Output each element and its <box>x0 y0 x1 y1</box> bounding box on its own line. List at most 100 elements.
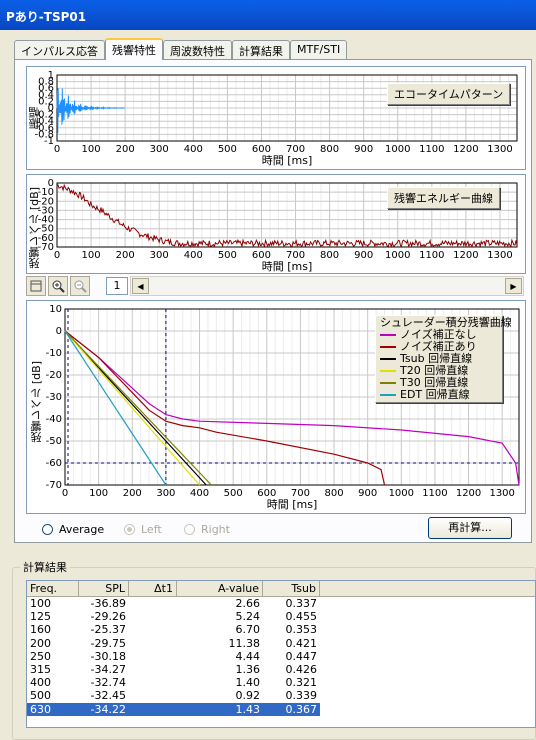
table-row[interactable]: 250 -30.18 4.44 0.447 <box>27 650 535 663</box>
legend-item: T20 回帰直線 <box>380 365 498 377</box>
legend-swatch <box>380 334 396 336</box>
table-row[interactable]: 630 -34.22 1.43 0.367 <box>27 702 535 716</box>
x-tick-label: 1000 <box>385 144 410 155</box>
x-tick-label: 0 <box>62 488 68 499</box>
cell-a-value: 4.44 <box>235 649 261 663</box>
y-tick-label: -50 <box>38 224 54 235</box>
radio-average-dot[interactable] <box>42 524 53 535</box>
x-tick-label: 0 <box>54 250 60 261</box>
y-tick-label: -40 <box>38 215 54 226</box>
legend-label: ノイズ補正なし <box>400 328 477 341</box>
zoom-out-button[interactable] <box>70 276 90 296</box>
x-tick-label: 600 <box>257 488 276 499</box>
column-header-a-value[interactable]: A-value <box>177 581 263 596</box>
x-tick-label: 200 <box>116 144 135 155</box>
legend-swatch <box>380 394 396 396</box>
legend-swatch <box>380 370 396 372</box>
cell-a-value: 1.36 <box>235 662 261 676</box>
y-tick-label: 0 <box>48 178 54 189</box>
radio-right-dot[interactable] <box>184 524 195 535</box>
schroeder-plot: 0 100 200 300 400 500 600 700 800 900 1000 1100 1200… <box>26 300 526 514</box>
cell-a-value: 11.38 <box>228 636 261 650</box>
y-tick-label: 0.8 <box>38 77 54 88</box>
tab-frequency[interactable]: 周波数特性 <box>163 40 232 60</box>
cell-freq: 200 <box>30 636 51 650</box>
y-tick-label: -60 <box>38 233 54 244</box>
x-tick-label: 800 <box>320 144 339 155</box>
cell-spl: -30.18 <box>90 649 126 663</box>
radio-right-label: Right <box>201 523 230 536</box>
tab-reverberation[interactable]: 残響特性 <box>105 38 163 60</box>
horizontal-scrollbar[interactable]: ◀ ▶ <box>130 276 524 296</box>
table-row[interactable]: 500 -32.45 0.92 0.339 <box>27 689 535 702</box>
cell-freq: 125 <box>30 610 51 624</box>
energy-decay-chart: 0 100 200 300 400 500 600 700 800 900 1000 1100 1200… <box>38 178 518 273</box>
cell-spl: -36.89 <box>90 597 126 610</box>
legend-label: EDT 回帰直線 <box>400 388 470 401</box>
schroeder-y-axis-title: 残響レベル [dB] <box>30 361 43 443</box>
y-tick-label: -1 <box>44 136 54 147</box>
page-number-field[interactable]: 1 <box>106 277 128 295</box>
results-list[interactable]: Freq. SPL Δt1 A-value Tsub 100 -36.89 2.66… <box>26 580 536 728</box>
tab-results[interactable]: 計算結果 <box>232 40 290 60</box>
column-header-freq[interactable]: Freq. <box>27 581 79 596</box>
y-tick-label: -20 <box>46 370 62 381</box>
cell-dt1 <box>129 623 177 636</box>
series-line <box>64 330 200 486</box>
y-tick-label: 1 <box>48 70 54 81</box>
cell-tsub: 0.421 <box>285 636 318 650</box>
column-header-tsub[interactable]: Tsub <box>263 581 320 596</box>
table-row[interactable]: 125 -29.26 5.24 0.455 <box>27 610 535 623</box>
radio-left[interactable]: Left <box>124 523 162 536</box>
x-tick-label: 1100 <box>419 250 444 261</box>
table-row[interactable]: 400 -32.74 1.40 0.321 <box>27 676 535 689</box>
zoom-in-icon <box>52 280 65 293</box>
x-tick-label: 1100 <box>419 144 444 155</box>
y-tick-label: -10 <box>46 348 62 359</box>
tab-impulse-response[interactable]: インパルス応答 <box>14 40 105 60</box>
radio-left-dot[interactable] <box>124 524 135 535</box>
y-tick-label: -60 <box>46 458 62 469</box>
cell-spl: -34.22 <box>79 702 129 716</box>
scroll-right-arrow-icon[interactable]: ▶ <box>505 278 522 294</box>
table-row[interactable]: 315 -34.27 1.36 0.426 <box>27 663 535 676</box>
cell-freq: 500 <box>30 689 51 703</box>
y-tick-label: 0.4 <box>38 90 54 101</box>
zoom-in-button[interactable] <box>48 276 68 296</box>
table-row[interactable]: 200 -29.75 11.38 0.421 <box>27 637 535 650</box>
column-header-dt1[interactable]: Δt1 <box>129 581 177 596</box>
recalculate-button[interactable]: 再計算... <box>428 517 512 539</box>
results-group-label: 計算結果 <box>20 559 70 575</box>
echo-time-pattern-button[interactable]: エコータイムパターン <box>387 83 511 105</box>
x-tick-label: 1200 <box>456 488 481 499</box>
cell-tsub: 0.455 <box>285 610 318 624</box>
radio-average-label: Average <box>59 523 105 536</box>
x-tick-label: 1200 <box>453 250 478 261</box>
legend-label: ノイズ補正あり <box>400 340 477 353</box>
cell-freq: 400 <box>30 676 51 690</box>
cell-a-value: 0.92 <box>235 689 261 703</box>
column-header-spl[interactable]: SPL <box>79 581 129 596</box>
tab-mtf-sti[interactable]: MTF/STI <box>290 40 348 60</box>
legend-swatch <box>380 382 396 384</box>
fit-view-button[interactable] <box>26 276 46 296</box>
y-tick-label: -30 <box>46 392 62 403</box>
legend-label: Tsub 回帰直線 <box>400 352 473 365</box>
energy-curve-button[interactable]: 残響エネルギー曲線 <box>387 187 500 209</box>
radio-right[interactable]: Right <box>184 523 230 536</box>
echo-y-axis-title: 振幅 <box>28 107 41 129</box>
x-tick-label: 700 <box>286 250 305 261</box>
window-titlebar: Pあり-TSP01 <box>0 0 536 30</box>
y-tick-label: -0.2 <box>34 110 54 121</box>
schroeder-legend: シュレーダー積分残響曲線 ノイズ補正なし ノイズ補正あり Tsub 回帰直線 T20 … <box>375 315 512 403</box>
radio-average[interactable]: Average <box>42 523 104 536</box>
table-row[interactable]: 100 -36.89 2.66 0.337 <box>27 597 535 610</box>
x-tick-label: 500 <box>218 250 237 261</box>
radio-left-label: Left <box>141 523 162 536</box>
cell-tsub: 0.447 <box>285 649 318 663</box>
scroll-left-arrow-icon[interactable]: ◀ <box>132 278 149 294</box>
table-row[interactable]: 160 -25.37 6.70 0.353 <box>27 623 535 636</box>
window-title: Pあり-TSP01 <box>6 10 87 24</box>
legend-item: EDT 回帰直線 <box>380 389 498 401</box>
cell-spl: -32.74 <box>90 676 126 690</box>
